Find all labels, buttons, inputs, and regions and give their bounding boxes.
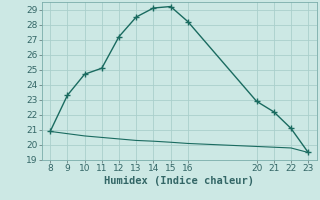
X-axis label: Humidex (Indice chaleur): Humidex (Indice chaleur) — [104, 176, 254, 186]
